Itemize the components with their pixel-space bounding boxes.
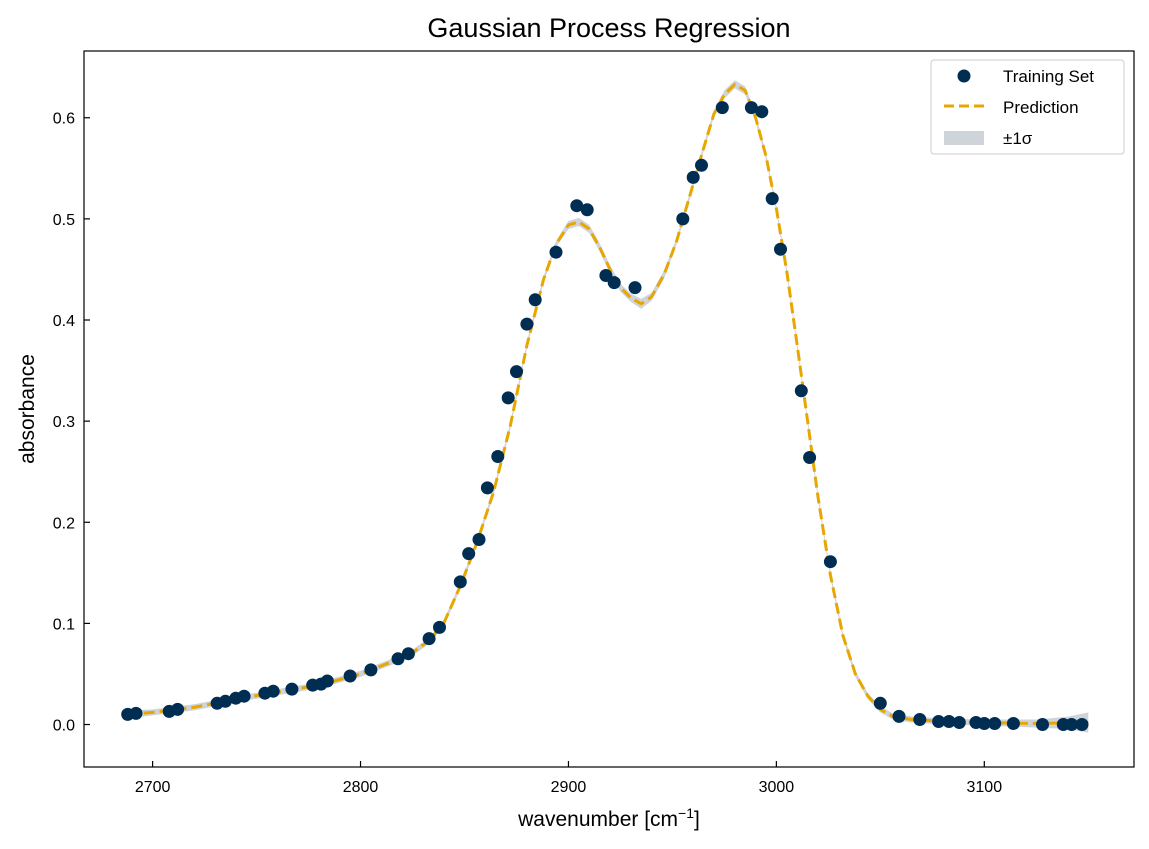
chart-title: Gaussian Process Regression <box>427 13 790 43</box>
training-point <box>218 694 232 708</box>
y-axis-label: absorbance <box>16 354 39 464</box>
x-axis-ticks: 2700 2800 2900 3000 3100 <box>135 761 1002 796</box>
legend-box <box>930 59 1125 155</box>
training-point <box>942 715 956 728</box>
x-tick-label: 3100 <box>967 779 1003 796</box>
x-tick-label: 2700 <box>135 779 171 796</box>
sigma-band-layer <box>127 80 1089 733</box>
training-point <box>520 317 534 331</box>
training-point <box>794 384 808 398</box>
x-axis-label-main: wavenumber [cm <box>517 808 678 831</box>
y-tick-label: 0.2 <box>53 515 75 532</box>
x-axis-label-end: ] <box>694 808 700 831</box>
training-point <box>570 199 584 213</box>
training-point <box>1075 718 1089 731</box>
y-tick-label: 0.4 <box>53 313 75 330</box>
plot-area <box>121 80 1089 733</box>
training-point <box>510 365 523 379</box>
training-point <box>343 669 357 683</box>
training-point <box>501 391 515 405</box>
x-axis-label: wavenumber [cm−1] <box>517 805 700 831</box>
training-point <box>744 101 758 115</box>
prediction-line <box>127 82 1089 725</box>
training-points-layer <box>121 101 1089 731</box>
training-point <box>266 684 280 698</box>
training-point <box>715 101 729 115</box>
training-point <box>892 709 906 723</box>
training-point <box>607 276 621 290</box>
y-axis-ticks: 0.0 0.1 0.2 0.3 0.4 0.5 0.6 <box>53 111 90 735</box>
training-point <box>774 242 787 256</box>
training-point <box>391 652 405 666</box>
legend-prediction-label: Prediction <box>1003 98 1079 117</box>
training-point <box>364 663 378 677</box>
training-point <box>237 689 251 703</box>
training-point <box>1006 717 1020 730</box>
training-point <box>422 632 436 646</box>
training-point <box>171 702 185 716</box>
y-tick-label: 0.5 <box>53 212 75 229</box>
training-point <box>913 713 927 726</box>
training-point <box>695 158 708 172</box>
plot-frame <box>83 50 1135 768</box>
y-tick-label: 0.1 <box>53 616 75 633</box>
training-point <box>433 620 446 634</box>
training-point <box>528 293 542 307</box>
training-point <box>480 481 494 495</box>
training-point <box>453 575 467 589</box>
training-point <box>549 245 563 259</box>
legend: Training Set Prediction ±1σ <box>930 59 1125 155</box>
y-tick-label: 0.0 <box>53 718 75 735</box>
legend-training-label: Training Set <box>1003 67 1094 86</box>
training-point <box>932 715 946 728</box>
training-point <box>472 533 486 546</box>
x-tick-label: 2900 <box>551 779 587 796</box>
legend-training-marker <box>957 69 971 83</box>
training-point <box>1065 718 1079 731</box>
training-point <box>129 706 143 720</box>
training-point <box>686 170 700 184</box>
training-point <box>462 547 476 561</box>
training-point <box>952 716 966 729</box>
y-tick-label: 0.3 <box>53 414 75 431</box>
sigma-band <box>127 80 1089 733</box>
x-tick-label: 3000 <box>759 779 795 796</box>
training-point <box>977 717 991 730</box>
training-point <box>580 203 594 217</box>
legend-band-marker <box>944 131 984 145</box>
training-point <box>285 682 299 696</box>
x-axis-label-superscript: −1 <box>678 805 694 821</box>
training-point <box>676 212 690 226</box>
training-point <box>873 696 887 710</box>
legend-band-label: ±1σ <box>1003 129 1033 148</box>
training-point <box>491 450 505 463</box>
training-point <box>1036 718 1049 731</box>
training-point <box>320 674 334 688</box>
x-tick-label: 2800 <box>343 779 379 796</box>
training-point <box>988 717 1002 730</box>
training-point <box>803 451 817 464</box>
training-point <box>823 555 837 569</box>
training-point <box>755 105 769 119</box>
training-point <box>628 281 642 295</box>
y-tick-label: 0.6 <box>53 111 75 128</box>
prediction-line-layer <box>127 82 1089 725</box>
training-point <box>765 192 779 206</box>
training-point <box>401 647 415 661</box>
